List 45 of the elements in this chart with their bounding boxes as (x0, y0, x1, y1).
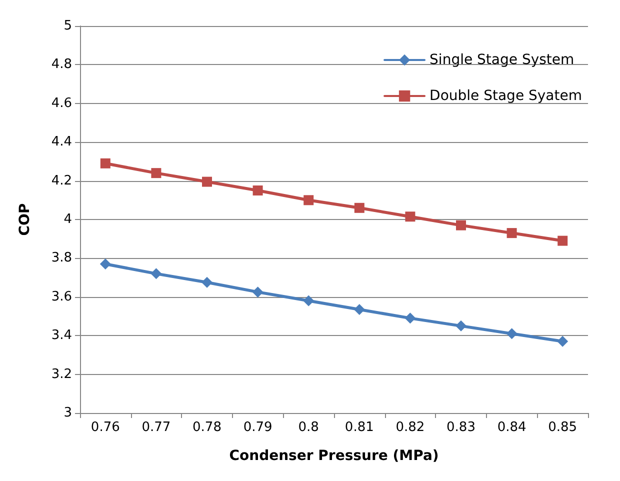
legend-label: Single Stage System (430, 52, 574, 68)
legend-label: Double Stage Syatem (430, 88, 582, 104)
y-tick-label: 4.4 (51, 134, 72, 150)
y-tick-label: 3.4 (51, 328, 72, 344)
point (304, 195, 314, 206)
point (100, 258, 111, 270)
point (506, 328, 518, 340)
x-tick-label: 0.81 (344, 420, 374, 435)
point (151, 168, 162, 178)
x-tick-label: 0.76 (90, 420, 120, 435)
point (150, 268, 162, 280)
point (506, 228, 517, 238)
point (558, 236, 568, 246)
x-tick-label: 0.82 (396, 420, 425, 435)
y-tick-label: 4.2 (51, 173, 72, 188)
point (100, 158, 110, 168)
point (404, 312, 416, 324)
point (354, 202, 364, 213)
y-tick-label: 5 (64, 18, 72, 34)
x-tick-label: 0.77 (142, 420, 171, 435)
x-axis-title: Condenser Pressure (MPa) (229, 448, 439, 464)
point (252, 185, 263, 196)
y-axis-title: COP (17, 203, 33, 236)
x-tick-label: 0.85 (548, 420, 578, 435)
x-tick-label: 0.78 (192, 420, 222, 435)
y-tick-label: 4 (64, 212, 72, 227)
point (456, 220, 466, 230)
point (456, 320, 466, 332)
x-tick-label: 0.79 (243, 420, 272, 435)
y-tick-label: 4.6 (51, 96, 72, 111)
point (303, 295, 314, 306)
point (202, 176, 212, 187)
point (405, 212, 416, 222)
point (252, 286, 264, 298)
x-tick-label: 0.84 (497, 420, 526, 435)
y-tick-label: 3.6 (51, 289, 72, 304)
point (202, 276, 212, 288)
point (354, 304, 365, 315)
y-tick-label: 3 (64, 406, 72, 420)
y-tick-label: 3.8 (51, 250, 72, 266)
point (557, 336, 568, 347)
y-tick-label: 4.8 (51, 57, 72, 72)
x-tick-label: 0.83 (446, 420, 476, 435)
x-tick-label: 0.8 (298, 420, 319, 435)
y-tick-label: 3.2 (51, 366, 72, 382)
